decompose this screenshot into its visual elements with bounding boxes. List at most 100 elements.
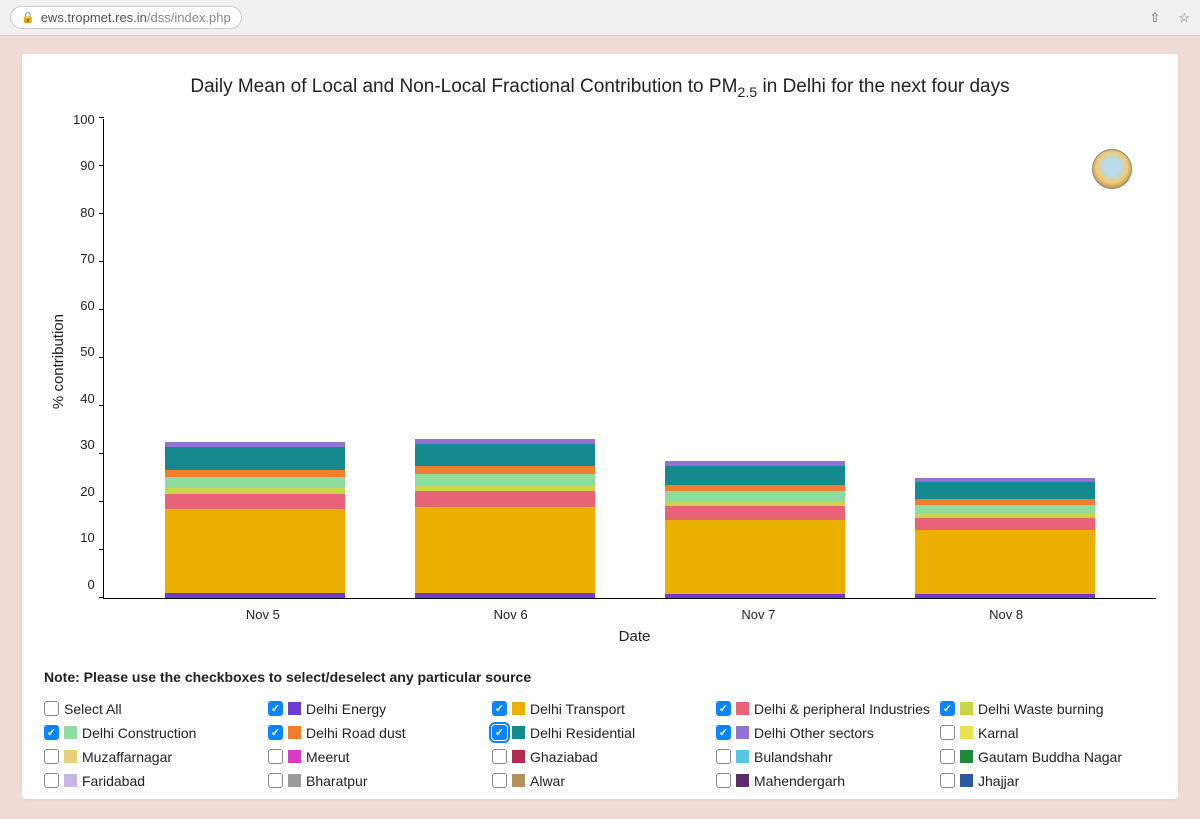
legend-swatch — [736, 750, 749, 763]
legend-label: Delhi Construction — [82, 725, 196, 741]
legend-item[interactable]: Karnal — [940, 725, 1156, 741]
legend-checkbox[interactable]: ✓ — [492, 701, 507, 716]
legend-item[interactable]: ✓Delhi Transport — [492, 701, 708, 717]
legend-item[interactable]: Alwar — [492, 773, 708, 789]
legend-swatch — [512, 750, 525, 763]
legend-item[interactable]: Meerut — [268, 749, 484, 765]
legend-swatch — [288, 726, 301, 739]
legend-swatch — [960, 774, 973, 787]
legend-checkbox[interactable] — [716, 749, 731, 764]
stacked-bar — [665, 461, 845, 598]
bar-segment-delhi_transport — [665, 520, 845, 594]
url-text: ews.tropmet.res.in/dss/index.php — [41, 10, 231, 25]
legend-item[interactable]: Jhajjar — [940, 773, 1156, 789]
legend-checkbox[interactable]: ✓ — [268, 701, 283, 716]
bar-segment-delhi_industries — [165, 494, 345, 509]
chart-title: Daily Mean of Local and Non-Local Fracti… — [44, 76, 1156, 101]
x-tick-label: Nov 7 — [668, 607, 848, 622]
bar-segment-delhi_construction — [665, 491, 845, 501]
legend-label: Muzaffarnagar — [82, 749, 172, 765]
legend-checkbox[interactable]: ✓ — [492, 725, 507, 740]
bar-segment-delhi_residential — [915, 482, 1095, 499]
legend-item[interactable]: ✓ Delhi Residential — [492, 725, 708, 741]
bar-segment-delhi_industries — [415, 491, 595, 506]
bar-segment-delhi_energy — [665, 594, 845, 598]
legend-item[interactable]: Mahendergarh — [716, 773, 932, 789]
bar-segment-delhi_residential — [165, 447, 345, 470]
legend-label: Alwar — [530, 773, 565, 789]
legend-item[interactable]: ✓ Delhi Road dust — [268, 725, 484, 741]
x-tick-label: Nov 5 — [173, 607, 353, 622]
legend-checkbox[interactable]: ✓ — [268, 725, 283, 740]
bar-segment-delhi_roaddust — [415, 466, 595, 473]
legend-item[interactable]: ✓ Delhi Waste burning — [940, 701, 1156, 717]
share-icon[interactable]: ⇧ — [1149, 10, 1160, 26]
legend-checkbox[interactable] — [940, 773, 955, 788]
bar-segment-delhi_industries — [915, 518, 1095, 530]
legend-checkbox[interactable]: ✓ — [716, 725, 731, 740]
y-tick-label: 80 — [80, 205, 94, 220]
y-tick-label: 20 — [80, 484, 94, 499]
legend-item[interactable]: Ghaziabad — [492, 749, 708, 765]
bar-segment-delhi_construction — [165, 477, 345, 488]
bar-segment-delhi_residential — [415, 444, 595, 466]
legend-label: Select All — [64, 701, 122, 717]
legend-label: Bharatpur — [306, 773, 367, 789]
legend-item[interactable]: Gautam Buddha Nagar — [940, 749, 1156, 765]
legend-checkbox[interactable] — [940, 725, 955, 740]
stacked-bar — [915, 478, 1095, 598]
y-tick-label: 40 — [80, 391, 94, 406]
legend-swatch — [960, 750, 973, 763]
legend-item[interactable]: ✓Delhi & peripheral Industries — [716, 701, 932, 717]
bar-segment-delhi_roaddust — [165, 470, 345, 477]
url-box[interactable]: 🔒 ews.tropmet.res.in/dss/index.php — [10, 6, 242, 29]
x-axis-label: Date — [73, 628, 1156, 645]
legend-checkbox[interactable] — [44, 701, 59, 716]
legend-label: Delhi Residential — [530, 725, 635, 741]
legend-label: Delhi Waste burning — [978, 701, 1104, 717]
legend-item[interactable]: Bharatpur — [268, 773, 484, 789]
legend-checkbox[interactable]: ✓ — [716, 701, 731, 716]
legend-checkbox[interactable]: ✓ — [940, 701, 955, 716]
legend-label: Mahendergarh — [754, 773, 845, 789]
stacked-bar — [415, 439, 595, 597]
legend-checkbox[interactable] — [268, 749, 283, 764]
legend-checkbox[interactable]: ✓ — [44, 725, 59, 740]
legend-swatch — [288, 774, 301, 787]
legend-swatch — [512, 702, 525, 715]
legend-checkbox[interactable] — [492, 749, 507, 764]
legend-checkbox[interactable] — [44, 773, 59, 788]
legend-label: Delhi Road dust — [306, 725, 406, 741]
chart-card: Daily Mean of Local and Non-Local Fracti… — [22, 54, 1178, 799]
legend-checkbox[interactable] — [940, 749, 955, 764]
y-tick-label: 50 — [80, 344, 94, 359]
legend-item[interactable]: Faridabad — [44, 773, 260, 789]
legend-item[interactable]: ✓ Delhi Construction — [44, 725, 260, 741]
x-tick-label: Nov 6 — [421, 607, 601, 622]
legend-label: Bulandshahr — [754, 749, 833, 765]
legend-item[interactable]: Select All — [44, 701, 260, 717]
legend-checkbox[interactable] — [492, 773, 507, 788]
y-axis-label: % contribution — [44, 314, 73, 409]
legend-swatch — [512, 774, 525, 787]
legend-swatch — [288, 750, 301, 763]
legend-item[interactable]: ✓Delhi Other sectors — [716, 725, 932, 741]
y-axis-ticks: 1009080706050403020100 — [73, 112, 103, 592]
bar-segment-delhi_transport — [165, 509, 345, 593]
stacked-bar — [165, 442, 345, 598]
legend-item[interactable]: ✓Delhi Energy — [268, 701, 484, 717]
legend-item[interactable]: Bulandshahr — [716, 749, 932, 765]
bookmark-star-icon[interactable]: ☆ — [1178, 10, 1190, 26]
legend-checkbox[interactable] — [716, 773, 731, 788]
legend-swatch — [736, 726, 749, 739]
legend-checkbox[interactable] — [268, 773, 283, 788]
bar-segment-delhi_construction — [415, 474, 595, 486]
legend-swatch — [64, 750, 77, 763]
legend-swatch — [960, 702, 973, 715]
legend-item[interactable]: Muzaffarnagar — [44, 749, 260, 765]
legend-label: Meerut — [306, 749, 350, 765]
legend-swatch — [960, 726, 973, 739]
y-tick-label: 0 — [87, 577, 94, 592]
bar-segment-delhi_energy — [165, 593, 345, 598]
legend-checkbox[interactable] — [44, 749, 59, 764]
